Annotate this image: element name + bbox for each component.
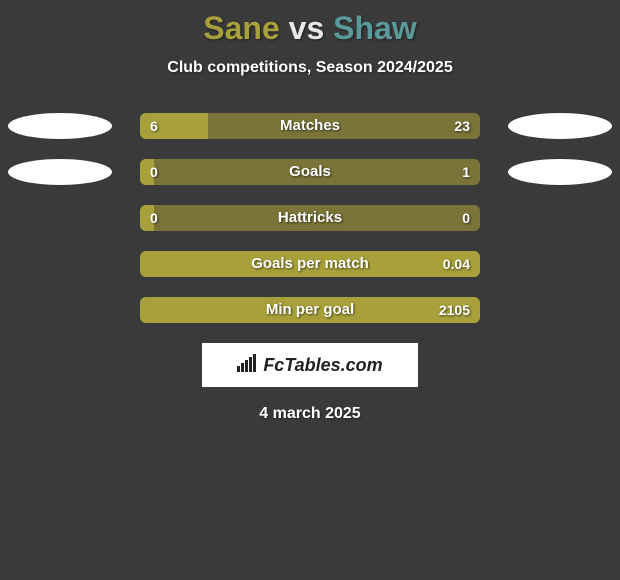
date-label: 4 march 2025 — [0, 405, 620, 423]
player2-badge — [508, 159, 612, 185]
stat-bar: 00Hattricks — [140, 205, 480, 231]
comparison-rows: 623Matches 01Goals 00Hattricks 0.04Goals pe… — [0, 107, 620, 337]
comparison-widget: Sane vs Shaw Club competitions, Season 2… — [0, 0, 620, 423]
stat-bar: 2105Min per goal — [140, 297, 480, 323]
player1-name: Sane — [203, 10, 279, 46]
stat-bar: 623Matches — [140, 113, 480, 139]
stat-label: Goals — [140, 159, 480, 185]
stat-row: 01Goals — [0, 153, 620, 199]
brand-text: FcTables.com — [263, 355, 382, 376]
stat-label: Min per goal — [140, 297, 480, 323]
stat-row: 623Matches — [0, 107, 620, 153]
bars-icon — [237, 354, 259, 377]
vs-text: vs — [289, 10, 325, 46]
stat-label: Hattricks — [140, 205, 480, 231]
brand-label: FcTables.com — [237, 354, 382, 377]
stat-label: Goals per match — [140, 251, 480, 277]
player1-badge — [8, 159, 112, 185]
player2-badge — [508, 113, 612, 139]
stat-bar: 0.04Goals per match — [140, 251, 480, 277]
stat-label: Matches — [140, 113, 480, 139]
stat-row: 0.04Goals per match — [0, 245, 620, 291]
player2-name: Shaw — [333, 10, 417, 46]
player1-badge — [8, 113, 112, 139]
stat-bar: 01Goals — [140, 159, 480, 185]
page-title: Sane vs Shaw — [0, 10, 620, 47]
subtitle: Club competitions, Season 2024/2025 — [0, 59, 620, 77]
stat-row: 00Hattricks — [0, 199, 620, 245]
stat-row: 2105Min per goal — [0, 291, 620, 337]
brand-box[interactable]: FcTables.com — [202, 343, 418, 387]
